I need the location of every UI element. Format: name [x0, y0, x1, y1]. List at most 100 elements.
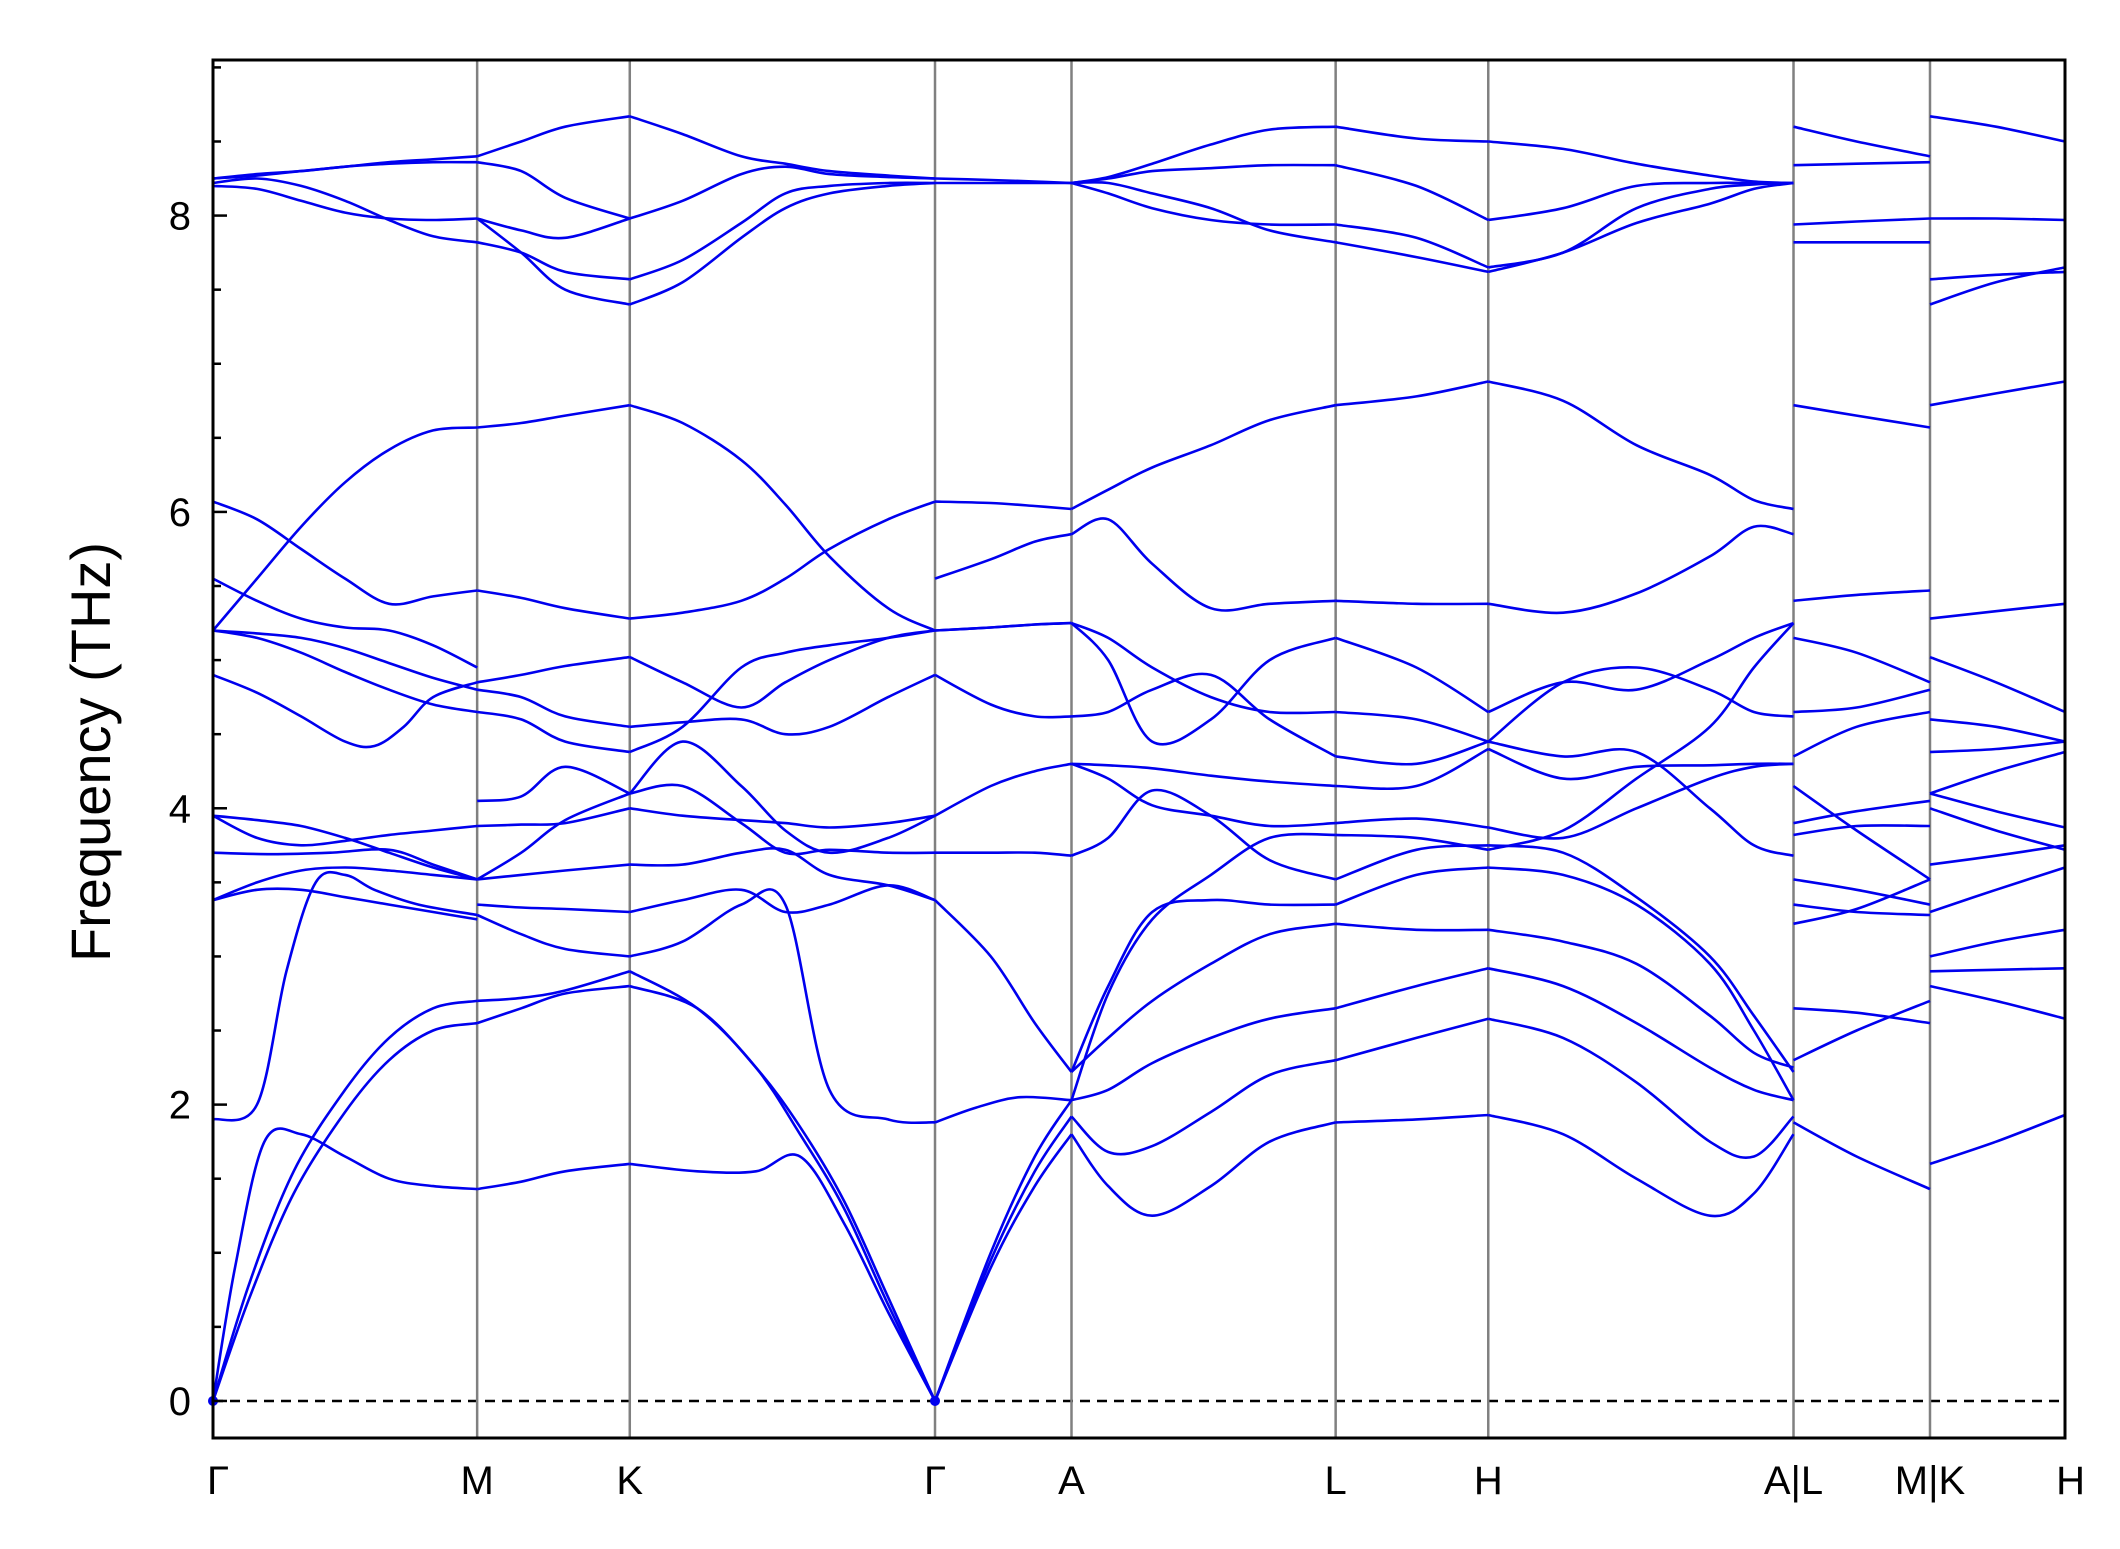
phonon-band-line: [933, 1133, 1073, 1402]
phonon-band-line: [1929, 602, 2066, 620]
phonon-band-line: [1487, 1017, 1795, 1159]
high-symmetry-lines-layer: [475, 60, 1932, 1438]
phonon-band-line: [212, 629, 478, 691]
phonon-band-line: [476, 160, 631, 220]
phonon-band-line: [476, 710, 631, 754]
phonon-band-line: [476, 655, 630, 684]
phonon-band-line: [1335, 833, 1489, 852]
phonon-band-line: [212, 870, 478, 1122]
phonon-band-line: [1929, 792, 2066, 829]
x-tick-label: H: [1474, 1459, 1503, 1503]
phonon-band-line: [211, 1127, 478, 1402]
phonon-band-line: [1929, 270, 2066, 281]
phonon-band-line: [934, 673, 1072, 719]
phonon-band-line: [1487, 665, 1794, 743]
phonon-band-line: [934, 500, 1072, 511]
phonon-band-line: [934, 1095, 1072, 1124]
phonon-band-line: [629, 970, 937, 1402]
x-tick-label: A|L: [1764, 1459, 1823, 1503]
phonon-band-line: [1792, 784, 1931, 881]
phonon-band-line: [1070, 517, 1336, 612]
phonon-band-line: [629, 984, 937, 1402]
phonon-band-line: [1792, 999, 1931, 1062]
phonon-band-line: [212, 500, 478, 606]
y-axis-label: Frequency (THz): [59, 542, 122, 962]
y-tick-label: 2: [169, 1084, 191, 1128]
y-tick-label: 0: [169, 1380, 191, 1424]
phonon-band-line: [629, 673, 936, 736]
phonon-band-line: [934, 177, 1072, 185]
phonon-band-line: [1929, 807, 2066, 852]
phonon-band-line: [476, 792, 631, 881]
phonon-band-line: [1071, 1007, 1336, 1102]
phonon-band-line: [1071, 621, 1336, 715]
phonon-band-line: [212, 866, 478, 902]
phonon-band-line: [1071, 672, 1337, 758]
phonon-band-line: [629, 807, 936, 829]
phonon-band-line: [1335, 817, 1489, 829]
phonon-band-line: [477, 807, 631, 828]
phonon-band-line: [629, 888, 936, 1125]
phonon-band-line: [1793, 1007, 1931, 1025]
phonon-band-line: [476, 241, 630, 281]
phonon-band-line: [1793, 403, 1931, 429]
x-tick-label: M|K: [1895, 1459, 1966, 1503]
phonon-band-line: [1488, 181, 1794, 222]
phonon-band-line: [629, 181, 936, 281]
x-tick-label: Γ: [924, 1459, 946, 1503]
phonon-band-line: [212, 848, 478, 881]
phonon-band-line: [1335, 740, 1489, 766]
phonon-band-line: [476, 589, 631, 620]
phonon-band-line: [1929, 266, 2066, 306]
phonon-band-line: [1929, 740, 2066, 754]
phonon-band-line: [212, 814, 478, 847]
x-tick-label: K: [616, 1459, 643, 1503]
phonon-band-line: [1488, 181, 1794, 269]
phonon-band-line: [1070, 922, 1336, 1073]
phonon-band-line: [1335, 922, 1489, 932]
phonon-band-line: [1929, 967, 2066, 973]
phonon-band-line: [1488, 762, 1794, 840]
band-curves-layer: [208, 115, 2066, 1406]
phonon-band-line: [1488, 740, 1794, 857]
phonon-band-line: [1070, 1058, 1336, 1156]
phonon-band-line: [933, 1099, 1073, 1402]
phonon-band-line: [933, 1115, 1073, 1402]
y-tick-label: 6: [169, 491, 191, 535]
phonon-band-line: [1929, 866, 2066, 914]
phonon-band-line: [1335, 125, 1489, 143]
phonon-band-line: [476, 115, 631, 158]
phonon-band-line: [934, 762, 1072, 817]
y-tick-label: 4: [169, 787, 191, 831]
phonon-band-line: [1487, 622, 1795, 852]
phonon-band-line: [1793, 799, 1931, 825]
phonon-band-line: [1793, 688, 1931, 714]
phonon-band-line: [1793, 125, 1931, 158]
phonon-band-line: [477, 765, 631, 803]
phonon-band-line: [1488, 928, 1794, 1069]
phonon-band-line: [1929, 217, 2066, 222]
phonon-band-line: [1335, 1113, 1489, 1124]
phonon-band-line: [1792, 710, 1931, 758]
phonon-band-line: [1929, 750, 2066, 795]
phonon-band-line: [1929, 115, 2066, 143]
phonon-band-line: [1335, 636, 1489, 714]
phonon-band-line: [212, 177, 478, 244]
phonon-band-line: [1070, 1121, 1336, 1217]
phonon-band-line: [1335, 223, 1489, 269]
phonon-band-line: [934, 532, 1072, 580]
phonon-band-line: [1487, 1113, 1795, 1218]
phonon-band-line: [1335, 599, 1489, 606]
x-tick-label: M: [460, 1459, 493, 1503]
x-tick-label: A: [1058, 1459, 1085, 1503]
phonon-band-line: [629, 165, 936, 220]
phonon-band-line: [1488, 140, 1794, 185]
phonon-band-line: [1335, 163, 1489, 222]
phonon-band-line: [212, 887, 478, 921]
phonon-band-line: [1793, 903, 1931, 917]
gamma-point-marker: [930, 1395, 941, 1406]
phonon-band-line: [477, 970, 631, 1003]
phonon-band-line: [1929, 844, 2066, 866]
phonon-band-line: [1929, 1113, 2066, 1166]
phonon-band-line: [1793, 589, 1931, 603]
